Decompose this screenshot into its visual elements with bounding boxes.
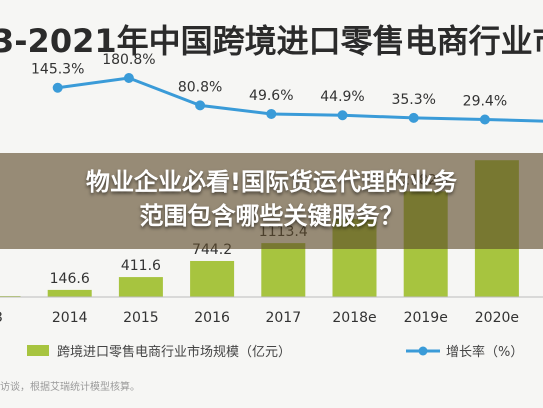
growth-point-2015 — [123, 73, 134, 83]
x-axis-ticks: 320142015201620172018e2019e2020e2 — [0, 310, 519, 326]
legend-line-marker — [418, 346, 428, 356]
bar-2016 — [190, 260, 235, 297]
bar-2014 — [47, 289, 92, 297]
growth-label-2014: 145.3% — [31, 62, 84, 78]
x-tick-2015: 2015 — [123, 310, 159, 326]
legend-bar-swatch — [27, 345, 49, 356]
caption-text: 物业企业必看!国际货运代理的业务 范围包含哪些关键服务？ — [0, 165, 543, 233]
legend-bar-label: 跨境进口零售电商行业市场规模（亿元） — [57, 344, 291, 360]
growth-point-2016 — [195, 100, 206, 111]
x-tick-2017: 2017 — [265, 310, 301, 326]
x-tick-2020e: 2020e — [475, 310, 519, 326]
chart-title: 3-2021年中国跨境进口零售电商行业市场 — [0, 22, 543, 60]
x-tick-3: 3 — [0, 310, 3, 326]
bar-label-2014: 146.6 — [50, 271, 90, 287]
growth-line — [57, 76, 543, 123]
legend-line-label: 增长率（%） — [446, 344, 523, 360]
caption-overlay — [0, 153, 543, 249]
x-tick-2016: 2016 — [194, 310, 230, 326]
growth-label-2016: 80.8% — [178, 79, 222, 95]
growth-point-2019e — [408, 112, 419, 123]
growth-point-2020e — [479, 114, 490, 125]
growth-label-2019e: 35.3% — [391, 92, 435, 108]
growth-label-2018e: 44.9% — [320, 89, 364, 105]
bar-label-2015: 411.6 — [121, 258, 161, 274]
growth-line-layer: 145.3%180.8%80.8%49.6%44.9%35.3%29.4%2 — [31, 52, 543, 125]
caption-line-2: 范围包含哪些关键服务？ — [139, 202, 404, 230]
caption-line-1: 物业企业必看!国际货运代理的业务 — [86, 168, 457, 196]
growth-point-2014 — [52, 82, 63, 93]
bar-2017 — [261, 243, 306, 297]
x-tick-2018e: 2018e — [332, 310, 376, 326]
growth-point-2018e — [337, 110, 348, 121]
growth-point-2017 — [266, 108, 277, 119]
source-note: 访谈，根据艾瑞统计模型核算。 — [0, 380, 140, 393]
bar-2015 — [118, 277, 163, 297]
x-tick-2014: 2014 — [52, 310, 88, 326]
growth-label-2015: 180.8% — [102, 52, 155, 68]
x-tick-2019e: 2019e — [404, 310, 448, 326]
growth-label-2017: 49.6% — [249, 88, 293, 104]
legend: 跨境进口零售电商行业市场规模（亿元） 增长率（%） — [27, 344, 523, 360]
growth-label-2020e: 29.4% — [463, 93, 507, 109]
